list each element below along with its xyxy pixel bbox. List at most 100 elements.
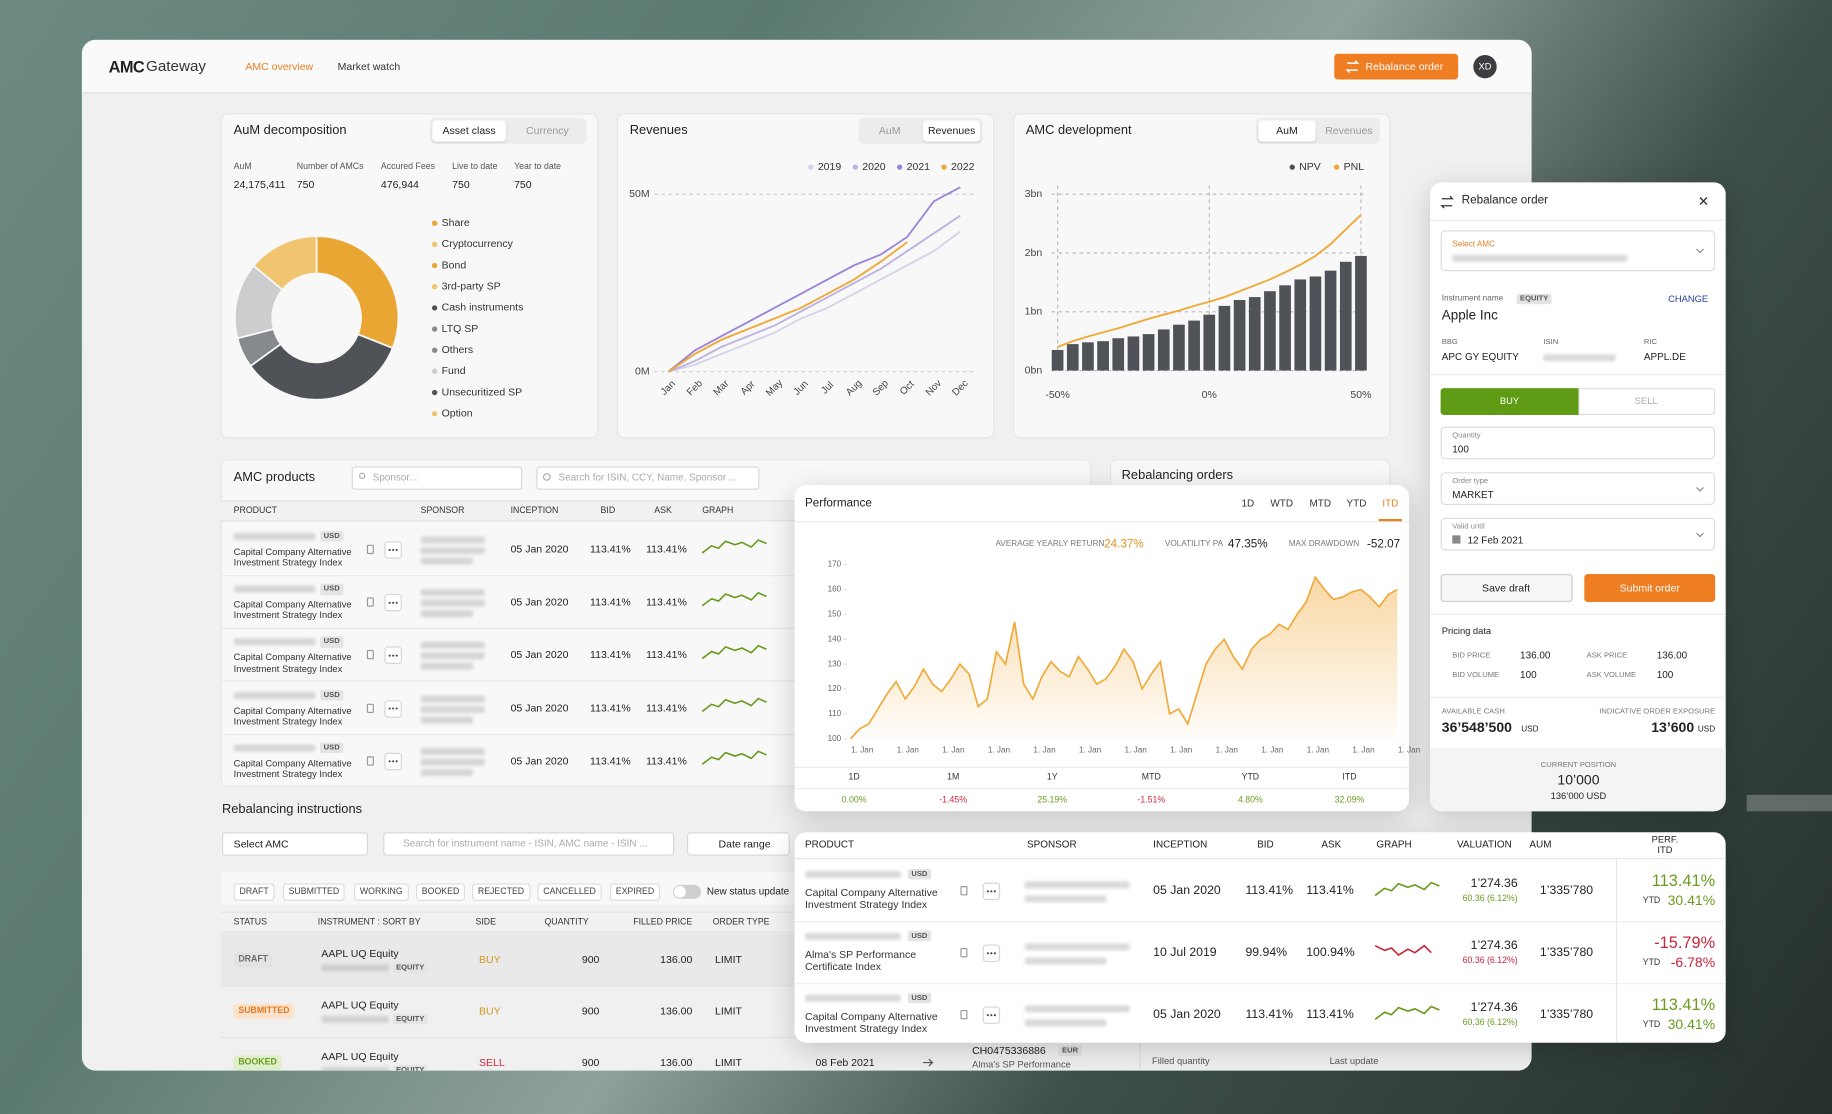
divider [794,766,1410,768]
document-icon[interactable] [960,886,968,896]
search-input[interactable] [536,466,760,490]
column-header[interactable]: PERF. ITD [1651,834,1679,856]
toggle-knob[interactable] [674,886,686,898]
period-tab[interactable]: YTD [1346,496,1367,509]
column-header[interactable]: PRODUCT [233,504,278,516]
column-header[interactable]: VALUATION [1456,838,1512,850]
document-icon[interactable] [366,544,374,555]
document-icon[interactable] [960,948,968,958]
column-header[interactable]: STATUS [233,916,267,927]
redacted-text [805,994,901,1002]
avatar-initials[interactable]: XD [1478,61,1492,72]
input-field[interactable] [1440,517,1716,551]
column-header[interactable]: ASK [654,504,672,516]
filter-chip[interactable]: WORKING [354,883,409,901]
column-header[interactable]: FILLED PRICE [633,916,693,927]
column-header[interactable]: PRODUCT [805,838,855,850]
row-divider [220,627,1092,630]
document-icon[interactable] [366,703,374,713]
search-input[interactable] [383,832,675,856]
period-tab[interactable]: ITD [1382,496,1399,509]
column-header[interactable]: BID [600,504,616,516]
tab[interactable]: Currency [526,124,569,137]
tab[interactable]: AuM [878,124,901,137]
column-header[interactable]: GRAPH [702,504,734,516]
column-header[interactable]: SIDE [475,916,496,927]
period-tab[interactable]: MTD [1309,496,1332,509]
more-button[interactable] [384,699,402,718]
change: 60.36 (6.12%) [1462,1016,1518,1028]
save-button[interactable] [1440,573,1573,603]
field-value: 136.00 [1520,648,1551,661]
more-button[interactable] [982,1006,1001,1024]
column-header[interactable]: INCEPTION [510,504,559,516]
button-label[interactable]: Date range [718,837,771,850]
field-value[interactable]: MARKET [1452,488,1494,501]
column-header[interactable]: ORDER TYPE [712,916,770,927]
date-button[interactable] [687,832,790,856]
select[interactable] [221,832,369,856]
period-tab[interactable]: WTD [1270,496,1294,509]
change: 60.36 (6.12%) [1462,892,1518,904]
column-header[interactable]: SPONSOR [1026,838,1077,850]
more-button[interactable] [384,541,402,559]
nav-link[interactable]: Market watch [337,60,401,73]
placeholder[interactable]: Search for ISIN, CCY, Name, Sponsor ... [558,471,738,483]
more-button[interactable] [982,882,1001,901]
field-value[interactable]: 100 [1452,443,1469,455]
column-header[interactable]: QUANTITY [544,916,589,927]
select-value[interactable]: Select AMC [233,837,289,850]
column-header[interactable]: BID [1257,838,1274,850]
filter-chip[interactable]: DRAFT [233,883,275,901]
sponsor-input[interactable] [351,466,523,490]
button-label[interactable]: Save draft [1482,581,1530,594]
toggle-label: New status update [706,885,790,897]
divider [794,787,1410,790]
button-label[interactable]: Rebalance order [1365,60,1444,73]
column-header[interactable]: INSTRUMENT : SORT BY [317,916,421,927]
more-button[interactable] [384,752,402,771]
period-tab[interactable]: 1D [1241,496,1255,509]
tab[interactable]: Revenues [1325,124,1373,137]
tab[interactable]: Revenues [927,124,976,137]
placeholder[interactable]: Search for instrument name - ISIN, AMC n… [403,837,648,849]
input-field[interactable] [1440,426,1716,460]
currency-tag: USD [320,531,344,543]
sell-button[interactable] [1578,388,1716,415]
button-label[interactable]: Submit order [1619,581,1680,594]
filter-chip[interactable]: SUBMITTED [282,883,346,901]
change-link[interactable]: CHANGE [1668,293,1709,305]
filter-chip[interactable]: EXPIRED [609,883,661,901]
buy-button[interactable] [1440,388,1579,415]
divider [1430,696,1726,698]
document-icon[interactable] [366,597,374,607]
column-header[interactable]: ASK [1321,838,1342,850]
stat-value: -52.07 [1366,538,1401,551]
stat-label: MAX DRAWDOWN [1288,540,1360,549]
placeholder[interactable]: Sponsor... [372,471,418,483]
tab[interactable]: AuM [1276,124,1298,137]
nav-link[interactable]: AMC overview [245,60,314,73]
column-header[interactable]: AUM [1529,838,1552,850]
filter-chip[interactable]: BOOKED [415,883,466,901]
button-label[interactable]: SELL [1634,395,1658,407]
more-button[interactable] [982,944,1001,963]
tab[interactable]: Asset class [442,124,496,137]
filter-chip[interactable]: REJECTED [472,883,530,901]
ask: 113.41% [646,649,687,661]
filter-chip[interactable]: CANCELLED [537,883,602,901]
document-icon[interactable] [366,756,374,766]
more-button[interactable] [384,594,402,612]
submit-button[interactable] [1584,573,1716,603]
select[interactable] [1440,230,1716,272]
avatar[interactable] [1473,54,1497,79]
column-header[interactable]: INCEPTION [1153,838,1208,850]
more-button[interactable] [384,646,402,665]
button-label[interactable]: BUY [1499,395,1520,407]
field-value[interactable]: 12 Feb 2021 [1467,534,1524,547]
column-header[interactable]: GRAPH [1376,838,1412,850]
document-icon[interactable] [366,650,374,660]
input-field[interactable] [1440,472,1716,505]
column-header[interactable]: SPONSOR [420,504,465,516]
document-icon[interactable] [960,1009,968,1020]
